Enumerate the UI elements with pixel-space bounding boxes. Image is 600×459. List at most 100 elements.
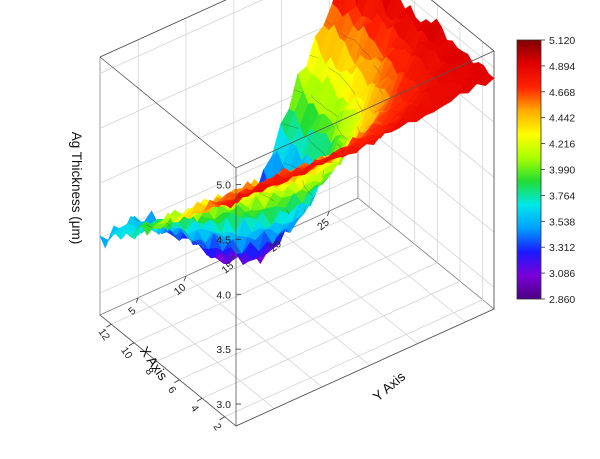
contour-segment bbox=[165, 221, 171, 227]
x-tick-mark bbox=[106, 323, 112, 328]
contour-segment bbox=[311, 142, 317, 148]
contour-segment bbox=[267, 196, 275, 202]
contour-segment bbox=[307, 137, 312, 143]
contour-segment bbox=[291, 165, 299, 170]
contour-segment bbox=[346, 37, 356, 41]
contour-segment bbox=[327, 66, 334, 72]
contour-segment bbox=[358, 105, 364, 112]
contour-segment bbox=[322, 170, 325, 178]
contour-segment bbox=[359, 44, 363, 51]
contour-segment bbox=[331, 112, 338, 117]
colorbar-tick-label: 3.990 bbox=[549, 165, 575, 177]
colorbar-tick-label: 3.086 bbox=[549, 268, 575, 280]
contour-segment bbox=[356, 100, 360, 106]
z-axis-title: Ag Thickness (μm) bbox=[69, 132, 84, 245]
contour-segment bbox=[347, 84, 352, 90]
contour-segment bbox=[325, 108, 333, 113]
colorbar-tick-label: 2.860 bbox=[549, 294, 575, 306]
z-tick-label: 3.0 bbox=[216, 399, 231, 411]
frame-edge bbox=[99, 56, 237, 169]
frame-edge bbox=[235, 50, 495, 169]
contour-segment bbox=[257, 188, 261, 195]
contour-segment bbox=[314, 99, 322, 105]
gridline bbox=[185, 275, 323, 388]
contour-segment bbox=[309, 54, 319, 59]
y-tick-mark bbox=[231, 254, 235, 260]
y-tick-mark bbox=[183, 275, 187, 282]
contour-segment bbox=[340, 33, 348, 38]
contour-segment bbox=[189, 238, 197, 244]
gridline bbox=[357, 120, 495, 233]
contour-segment bbox=[303, 205, 306, 214]
colorbar-tick-label: 4.668 bbox=[549, 87, 575, 99]
x-tick-label: 8 bbox=[143, 366, 156, 378]
contour-segment bbox=[325, 20, 332, 25]
contour-segment bbox=[325, 155, 329, 162]
contour-segment bbox=[354, 40, 360, 46]
contour-segment bbox=[283, 162, 292, 166]
x-tick-mark bbox=[174, 379, 180, 384]
contour-segment bbox=[289, 125, 299, 129]
z-tick-label: 4.5 bbox=[216, 234, 231, 246]
colorbar-tick-label: 4.216 bbox=[549, 139, 575, 151]
colorbar-tick-label: 3.312 bbox=[549, 242, 575, 254]
z-tick-label: 4.0 bbox=[216, 289, 231, 301]
contour-segment bbox=[302, 180, 305, 187]
contour-segment bbox=[315, 146, 322, 152]
gridline bbox=[179, 262, 438, 381]
contour-segment bbox=[341, 147, 344, 154]
z-tick-label: 3.5 bbox=[216, 344, 231, 356]
contour-segment bbox=[304, 186, 309, 192]
frame-edge bbox=[99, 314, 237, 427]
plot-box-walls bbox=[99, 0, 495, 427]
contour-segment bbox=[379, 88, 384, 95]
x-tick-label: 2 bbox=[211, 421, 224, 433]
frame-edge bbox=[99, 0, 227, 58]
contour-segment bbox=[171, 234, 178, 239]
contour-segment bbox=[286, 208, 290, 215]
y-tick-mark bbox=[279, 232, 282, 238]
colorbar-tick-label: 4.442 bbox=[549, 113, 575, 125]
gridline bbox=[357, 175, 495, 288]
contour-segment bbox=[146, 224, 154, 229]
gridline bbox=[99, 10, 359, 129]
colorbar-scale bbox=[516, 39, 542, 300]
contour-segment bbox=[196, 242, 203, 248]
x-tick-label: 12 bbox=[96, 326, 113, 343]
colorbar-tick-label: 3.764 bbox=[549, 190, 575, 202]
x-tick-mark bbox=[219, 416, 225, 421]
gridline bbox=[201, 280, 461, 399]
x-tick-mark bbox=[196, 397, 203, 402]
y-axis-title: Y Axis bbox=[370, 369, 408, 405]
x-tick-label: 4 bbox=[188, 403, 201, 415]
contour-segment bbox=[320, 103, 326, 109]
contour-segment bbox=[341, 134, 348, 140]
contour-segment bbox=[214, 233, 224, 237]
z-axis-ticks: 3.0 3.5 4.0 4.5 5.0 bbox=[216, 179, 241, 411]
x-tick-mark bbox=[128, 342, 135, 347]
contour-segment bbox=[133, 217, 139, 222]
contour-segment bbox=[377, 69, 382, 76]
frame-edge bbox=[430, 0, 495, 52]
x-tick-label: 6 bbox=[165, 384, 178, 396]
gridline bbox=[99, 0, 263, 74]
contour-segment bbox=[281, 122, 290, 127]
frame-edge bbox=[235, 308, 495, 427]
colorbar-ticks: 5.120 4.894 4.668 4.442 4.216 3.990 3.764 3.538… bbox=[541, 35, 575, 306]
x-tick-label: 10 bbox=[118, 345, 135, 362]
contour-segment bbox=[351, 89, 356, 95]
contour-segment bbox=[307, 191, 314, 197]
contour-segment bbox=[180, 228, 187, 234]
contour-segment bbox=[310, 95, 316, 101]
gridline bbox=[111, 206, 370, 325]
contour-segment bbox=[367, 54, 372, 60]
x-tick-mark bbox=[151, 360, 157, 365]
colorbar-tick-label: 5.120 bbox=[549, 35, 575, 47]
plot-box-front-frame bbox=[99, 0, 495, 427]
contour-segment bbox=[186, 233, 191, 240]
surface-patch bbox=[230, 192, 246, 208]
contour-segment bbox=[321, 150, 326, 157]
contour-segment bbox=[336, 123, 339, 130]
contour-segment bbox=[339, 74, 344, 80]
